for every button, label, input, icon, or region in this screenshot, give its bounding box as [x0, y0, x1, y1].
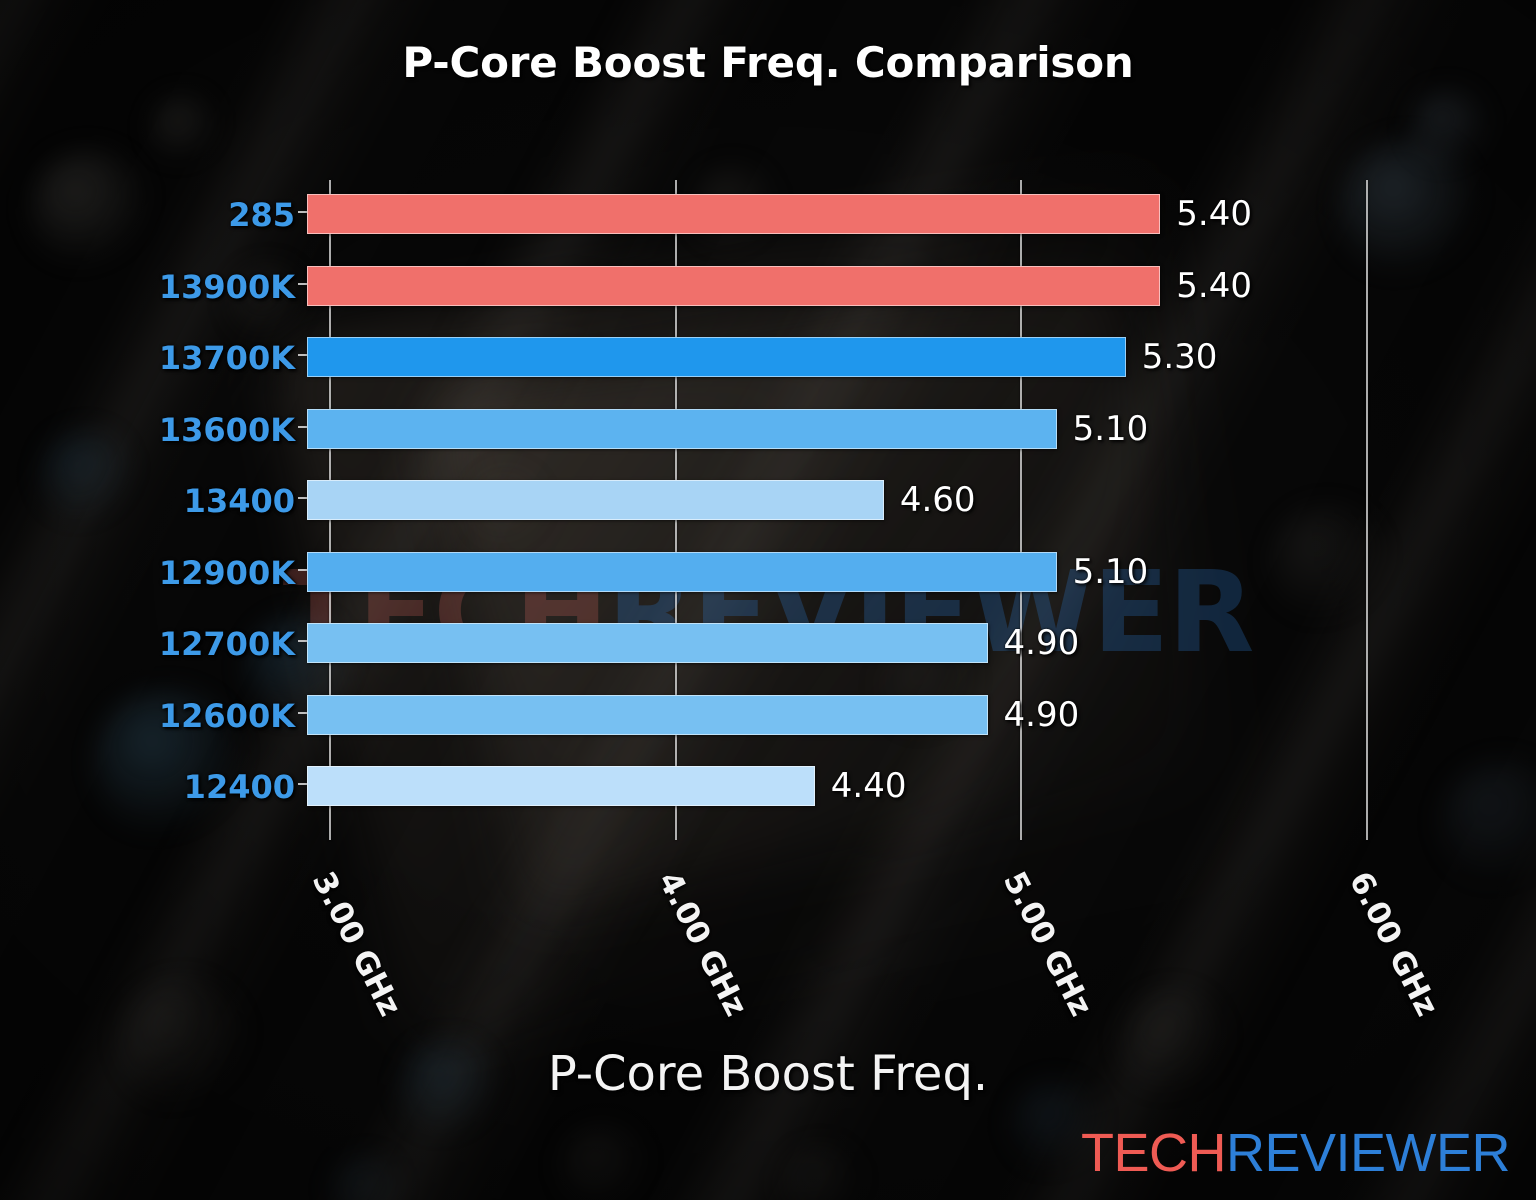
chart-title: P-Core Boost Freq. Comparison	[402, 38, 1134, 87]
x-tick-label-5-00-ghz: 5.00 GHz	[995, 866, 1100, 1022]
bar-13700K	[307, 337, 1126, 377]
bar-row: 5.10	[298, 538, 1407, 610]
bar-row: 4.40	[298, 752, 1407, 824]
gridline-6-00-ghz	[1365, 180, 1368, 840]
bar-value-label: 4.90	[1003, 623, 1080, 663]
bar-row: 4.90	[298, 609, 1407, 681]
plot-area: 5.40 5.40 5.30 5.10 4.60 5.10 4.90 4.90 4.40 285…	[159, 180, 1445, 1022]
category-label-13600K: 13600K	[158, 410, 295, 449]
category-label-285: 285	[228, 196, 295, 234]
x-axis-title: P-Core Boost Freq.	[547, 1046, 989, 1102]
bar-285	[307, 194, 1161, 234]
category-label-13400: 13400	[183, 482, 295, 520]
category-label-12900K: 12900K	[158, 553, 295, 592]
bar-12700K	[307, 623, 988, 663]
x-tick-label-4-00-ghz: 4.00 GHz	[650, 866, 754, 1022]
bar-12900K	[307, 551, 1057, 592]
category-label-12600K: 12600K	[158, 696, 295, 735]
x-tick-label-3-00-ghz: 3.00 GHz	[305, 866, 409, 1022]
bar-12400	[307, 766, 815, 806]
bar-value-label: 5.40	[1176, 194, 1252, 234]
axis-tick-mark	[298, 425, 307, 428]
bar-13400	[307, 480, 884, 520]
axis-tick-mark	[298, 282, 307, 285]
bar-row: 5.40	[298, 180, 1407, 252]
x-tick-label-6-00-ghz: 6.00 GHz	[1341, 866, 1445, 1022]
bar-row: 5.30	[298, 323, 1407, 395]
axis-tick-mark	[298, 783, 307, 785]
category-label-13700K: 13700K	[158, 339, 295, 377]
axis-tick-mark	[298, 711, 307, 714]
logo-reviewer: REVIEWER	[1225, 1123, 1511, 1183]
gridline-5-00-ghz	[1020, 180, 1023, 840]
bar-13600K	[307, 408, 1057, 449]
bar-value-label: 5.10	[1072, 551, 1149, 592]
bar-value-label: 5.40	[1176, 265, 1252, 306]
techreviewer-logo: TECHREVIEWER	[1080, 1122, 1511, 1184]
category-label-12700K: 12700K	[158, 625, 295, 663]
bar-value-label: 4.90	[1003, 694, 1080, 735]
bar-row: 5.40	[298, 252, 1407, 324]
axis-tick-mark	[298, 211, 307, 213]
bar-value-label: 4.40	[830, 766, 907, 806]
bar-12600K	[307, 694, 988, 735]
bar-13900K	[307, 265, 1161, 306]
logo-tech: TECH	[1080, 1123, 1227, 1183]
category-label-13900K: 13900K	[158, 267, 295, 306]
axis-tick-mark	[298, 568, 307, 571]
bar-row: 4.60	[298, 466, 1407, 538]
bar-value-label: 5.30	[1141, 337, 1218, 377]
bar-value-label: 5.10	[1072, 408, 1149, 449]
axis-tick-mark	[298, 497, 307, 499]
axis-tick-mark	[298, 640, 307, 642]
bar-row: 5.10	[298, 395, 1407, 467]
category-label-12400: 12400	[183, 768, 295, 806]
bar-row: 4.90	[298, 681, 1407, 753]
bar-value-label: 4.60	[899, 480, 976, 520]
axis-tick-mark	[298, 354, 307, 356]
